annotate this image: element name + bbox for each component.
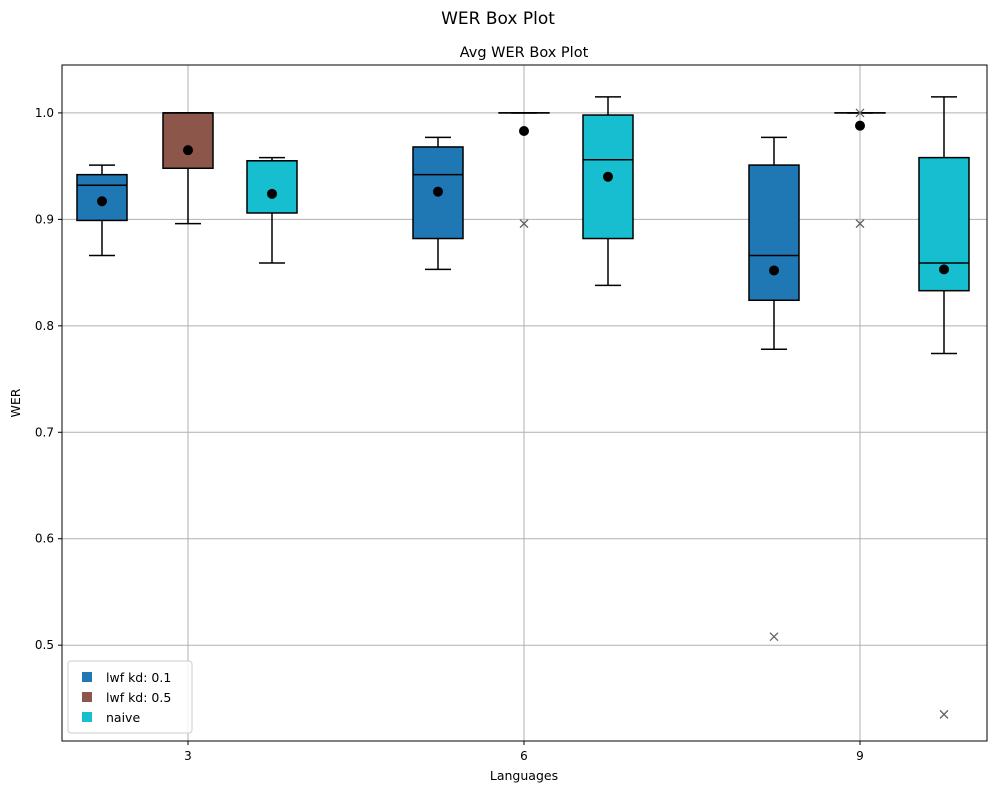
mean-marker xyxy=(433,186,443,197)
y-tick-label: 0.9 xyxy=(35,212,54,226)
y-tick-label: 1.0 xyxy=(35,106,54,120)
box-naive-9 xyxy=(918,96,970,719)
outlier-stroke xyxy=(855,108,865,118)
box-body xyxy=(246,160,298,214)
x-tick-label: 9 xyxy=(856,749,864,763)
mean-marker xyxy=(183,145,193,156)
mean-marker xyxy=(855,120,865,131)
legend-label: lwf kd: 0.5 xyxy=(106,690,171,705)
y-tick-label: 0.5 xyxy=(35,638,54,652)
outlier-stroke xyxy=(855,219,865,229)
box-lwf-kd-0-5-6 xyxy=(498,112,550,229)
outlier-marker xyxy=(855,219,865,229)
legend-label: naive xyxy=(106,710,140,725)
axis-ticks: 0.5 0.6 0.7 0.8 0.9 1.0 3 6 9 xyxy=(35,106,864,763)
x-axis-label: Languages xyxy=(490,768,558,783)
box-lwf-kd-0-1-3 xyxy=(76,164,128,257)
outlier-stroke xyxy=(769,632,779,642)
mean-marker xyxy=(519,126,529,137)
box-lwf-kd-0-1-9 xyxy=(748,136,800,642)
legend-swatch xyxy=(82,672,92,682)
legend-label: lwf kd: 0.1 xyxy=(106,670,171,685)
y-tick-label: 0.7 xyxy=(35,425,54,439)
chart-title: Avg WER Box Plot xyxy=(460,45,589,61)
legend-swatch xyxy=(82,692,92,702)
outlier-marker xyxy=(769,632,779,642)
box-body xyxy=(748,164,800,302)
mean-marker xyxy=(769,265,779,276)
box-lwf-kd-0-5-9 xyxy=(834,108,886,229)
y-tick-label: 0.6 xyxy=(35,532,54,546)
outlier-marker xyxy=(939,709,949,719)
box-lwf-kd-0-5-3 xyxy=(162,112,214,225)
mean-marker xyxy=(603,171,613,182)
outlier-stroke xyxy=(939,709,949,719)
mean-marker xyxy=(267,188,277,199)
box-body xyxy=(162,112,214,170)
figure-suptitle: WER Box Plot xyxy=(441,9,555,29)
x-tick-label: 6 xyxy=(520,749,528,763)
chart-legend: lwf kd: 0.1 lwf kd: 0.5 naive xyxy=(67,660,193,734)
x-tick-label: 3 xyxy=(184,749,192,763)
mean-marker xyxy=(939,264,949,275)
y-tick-label: 0.8 xyxy=(35,319,54,333)
outlier-marker xyxy=(519,219,529,229)
mean-marker xyxy=(97,196,107,207)
box-series xyxy=(76,96,970,719)
y-axis-label: WER xyxy=(8,388,23,417)
box-naive-6 xyxy=(582,96,634,287)
box-lwf-kd-0-1-6 xyxy=(412,136,464,271)
outlier-marker xyxy=(855,108,865,118)
box-naive-3 xyxy=(246,156,298,264)
outlier-stroke xyxy=(519,219,529,229)
legend-box xyxy=(67,660,193,734)
legend-swatch xyxy=(82,712,92,722)
